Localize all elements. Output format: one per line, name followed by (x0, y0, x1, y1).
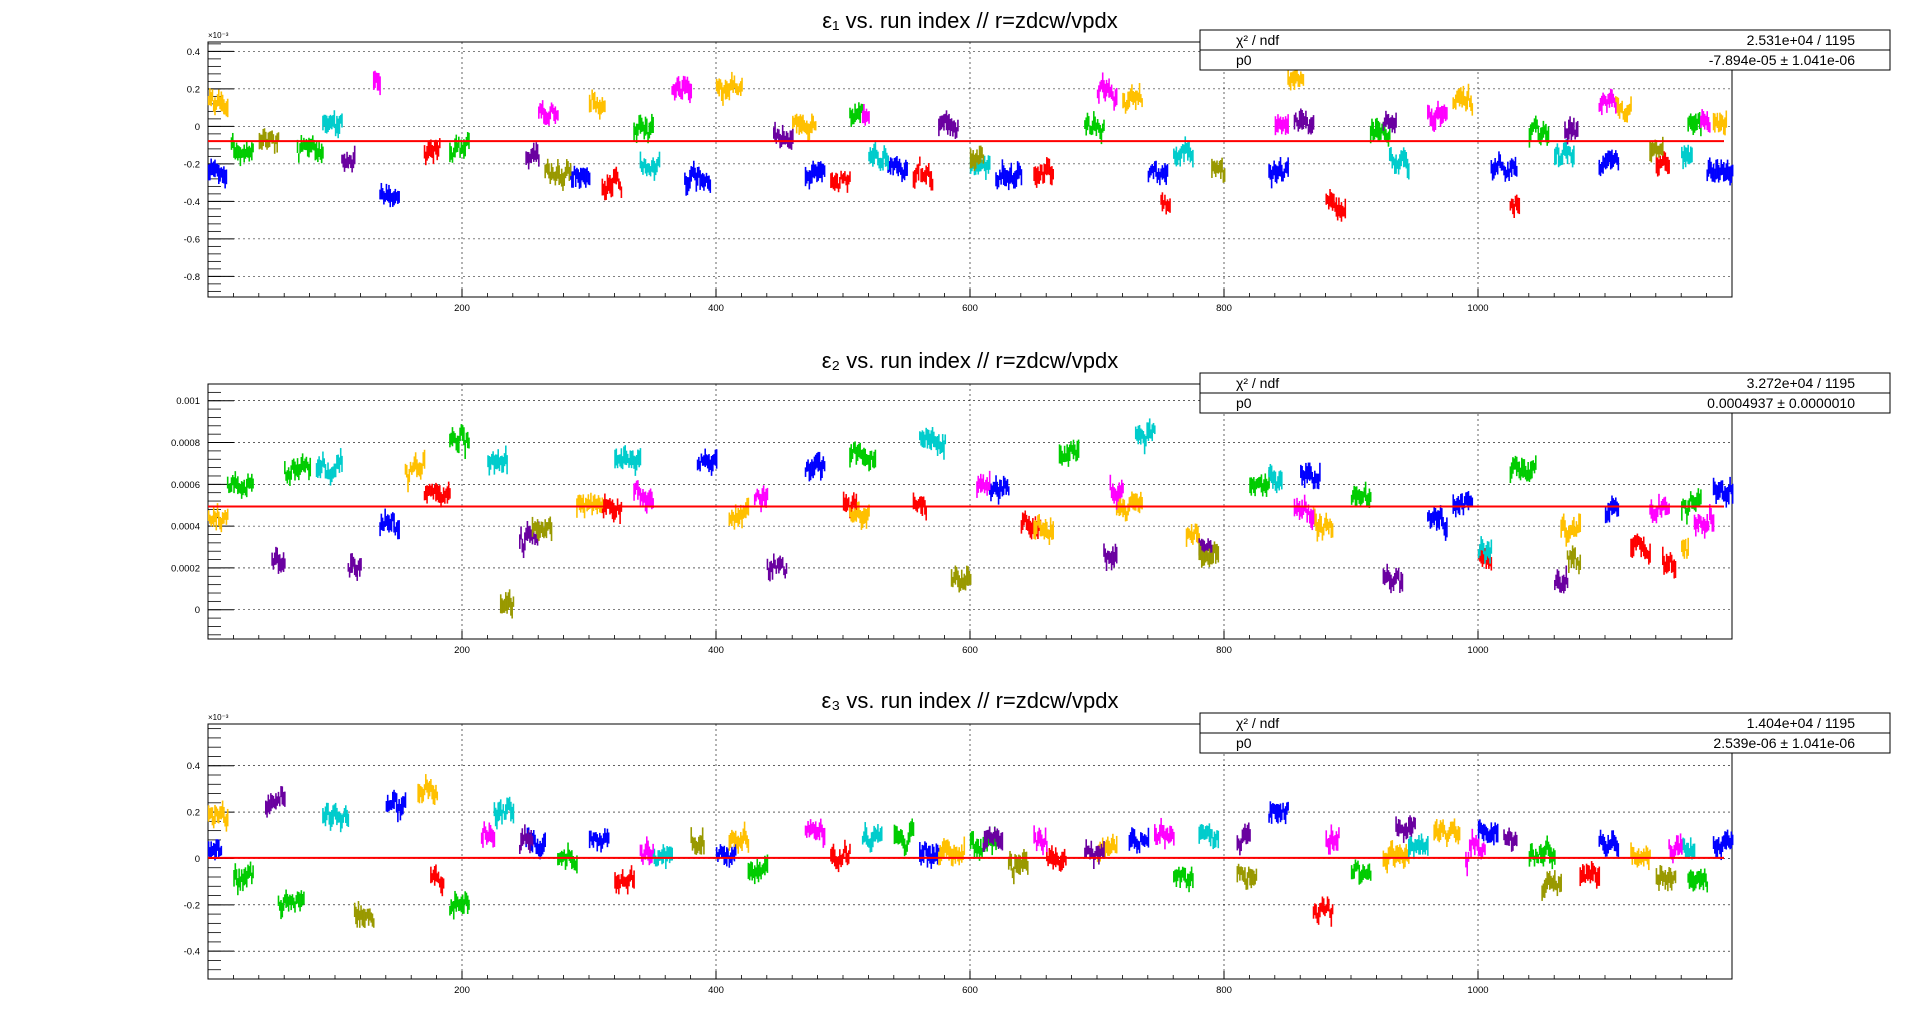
stats-p0-value: -7.894e-05 ± 1.041e-06 (1709, 52, 1855, 68)
data-series (372, 70, 1711, 136)
data-series (264, 786, 1518, 870)
x-tick-label: 400 (708, 303, 724, 314)
stats-chi2-value: 2.531e+04 / 1195 (1747, 32, 1856, 48)
plot-area: 200 400 600 800 1000 0.001 0.0008 0.0006 0.0004 0… (171, 383, 1734, 656)
stats-box: χ² / ndf 2.531e+04 / 1195 p0 -7.894e-05 … (1199, 29, 1891, 71)
data-series (322, 796, 1696, 870)
x-tick-label: 400 (708, 985, 724, 996)
stats-p0-label: p0 (1236, 395, 1252, 411)
y-exponent-label: ×10⁻³ (208, 713, 229, 722)
stats-chi2-label: χ² / ndf (1236, 32, 1279, 48)
data-series (207, 149, 1734, 208)
y-tick-label: -0.8 (184, 272, 200, 283)
y-tick-label: -0.2 (184, 159, 200, 170)
data-series (353, 827, 1677, 928)
stats-p0-label: p0 (1236, 52, 1252, 68)
panel-epsilon-2: ε₂ vs. run index // r=zdcw/vpdx 200 400 60… (171, 348, 1891, 656)
stats-chi2-label: χ² / ndf (1236, 715, 1279, 731)
panel-title: ε₂ vs. run index // r=zdcw/vpdx (822, 348, 1119, 373)
x-tick-label: 200 (454, 645, 470, 656)
y-tick-label: 0.0002 (171, 563, 200, 574)
data-series (423, 138, 1670, 222)
data-series (258, 128, 1664, 191)
y-tick-label: 0 (195, 122, 200, 133)
stats-box: χ² / ndf 1.404e+04 / 1195 p0 2.539e-06 ±… (1199, 712, 1891, 754)
data-series (207, 449, 1689, 559)
y-tick-label: -0.6 (184, 234, 200, 245)
stats-chi2-label: χ² / ndf (1236, 375, 1279, 391)
x-tick-label: 200 (454, 985, 470, 996)
y-tick-label: -0.4 (184, 197, 200, 208)
y-tick-label: -0.4 (184, 947, 200, 958)
data-series (315, 418, 1493, 564)
x-tick-label: 200 (454, 303, 470, 314)
stats-chi2-value: 1.404e+04 / 1195 (1747, 715, 1856, 731)
x-tick-label: 800 (1216, 985, 1232, 996)
y-tick-label: 0.4 (187, 761, 200, 772)
data-series (207, 65, 1728, 142)
y-tick-label: 0.0006 (171, 480, 200, 491)
data-series (226, 424, 1702, 525)
panel-epsilon-1: ε₁ vs. run index // r=zdcw/vpdx 200 400 60… (184, 8, 1891, 314)
x-tick-label: 400 (708, 645, 724, 656)
panel-epsilon-3: ε₃ vs. run index // r=zdcw/vpdx 200 400 60… (184, 688, 1891, 996)
data-series (230, 102, 1702, 167)
stats-p0-value: 0.0004937 ± 0.0000010 (1707, 395, 1855, 411)
y-tick-label: 0 (195, 854, 200, 865)
data-series (341, 108, 1579, 173)
stats-p0-label: p0 (1236, 735, 1252, 751)
x-tick-label: 800 (1216, 303, 1232, 314)
y-tick-label: 0.2 (187, 84, 200, 95)
plot-area: 200 400 600 800 1000 0.4 0.2 0 -0.2 -0.4 ×10⁻³ (184, 713, 1734, 996)
data-series (499, 516, 1582, 619)
stats-chi2-value: 3.272e+04 / 1195 (1747, 375, 1856, 391)
x-tick-label: 600 (962, 645, 978, 656)
data-series (207, 789, 1734, 869)
y-tick-label: 0.4 (187, 47, 200, 58)
y-tick-label: 0.2 (187, 808, 200, 819)
data-series (430, 839, 1601, 927)
x-tick-label: 600 (962, 985, 978, 996)
y-tick-label: 0 (195, 605, 200, 616)
stats-box: χ² / ndf 3.272e+04 / 1195 p0 0.0004937 ±… (1199, 372, 1891, 414)
data-series (480, 817, 1683, 877)
panel-title: ε₁ vs. run index // r=zdcw/vpdx (822, 8, 1117, 33)
data-series (271, 521, 1569, 594)
x-tick-label: 600 (962, 303, 978, 314)
y-tick-label: -0.2 (184, 900, 200, 911)
x-tick-label: 1000 (1467, 985, 1488, 996)
x-tick-label: 800 (1216, 645, 1232, 656)
panel-title: ε₃ vs. run index // r=zdcw/vpdx (822, 688, 1119, 713)
x-tick-label: 1000 (1467, 645, 1488, 656)
x-tick-label: 1000 (1467, 303, 1488, 314)
plot-area: 200 400 600 800 1000 0.4 0.2 0 -0.2 -0.4 -0.6 -0.8 ×… (184, 31, 1734, 314)
y-tick-label: 0.0008 (171, 438, 200, 449)
stats-p0-value: 2.539e-06 ± 1.041e-06 (1713, 735, 1855, 751)
data-series (322, 110, 1693, 181)
y-tick-label: 0.001 (176, 396, 200, 407)
data-series (207, 774, 1651, 874)
y-exponent-label: ×10⁻³ (208, 31, 229, 40)
y-tick-label: 0.0004 (171, 522, 200, 533)
data-series (633, 470, 1715, 539)
